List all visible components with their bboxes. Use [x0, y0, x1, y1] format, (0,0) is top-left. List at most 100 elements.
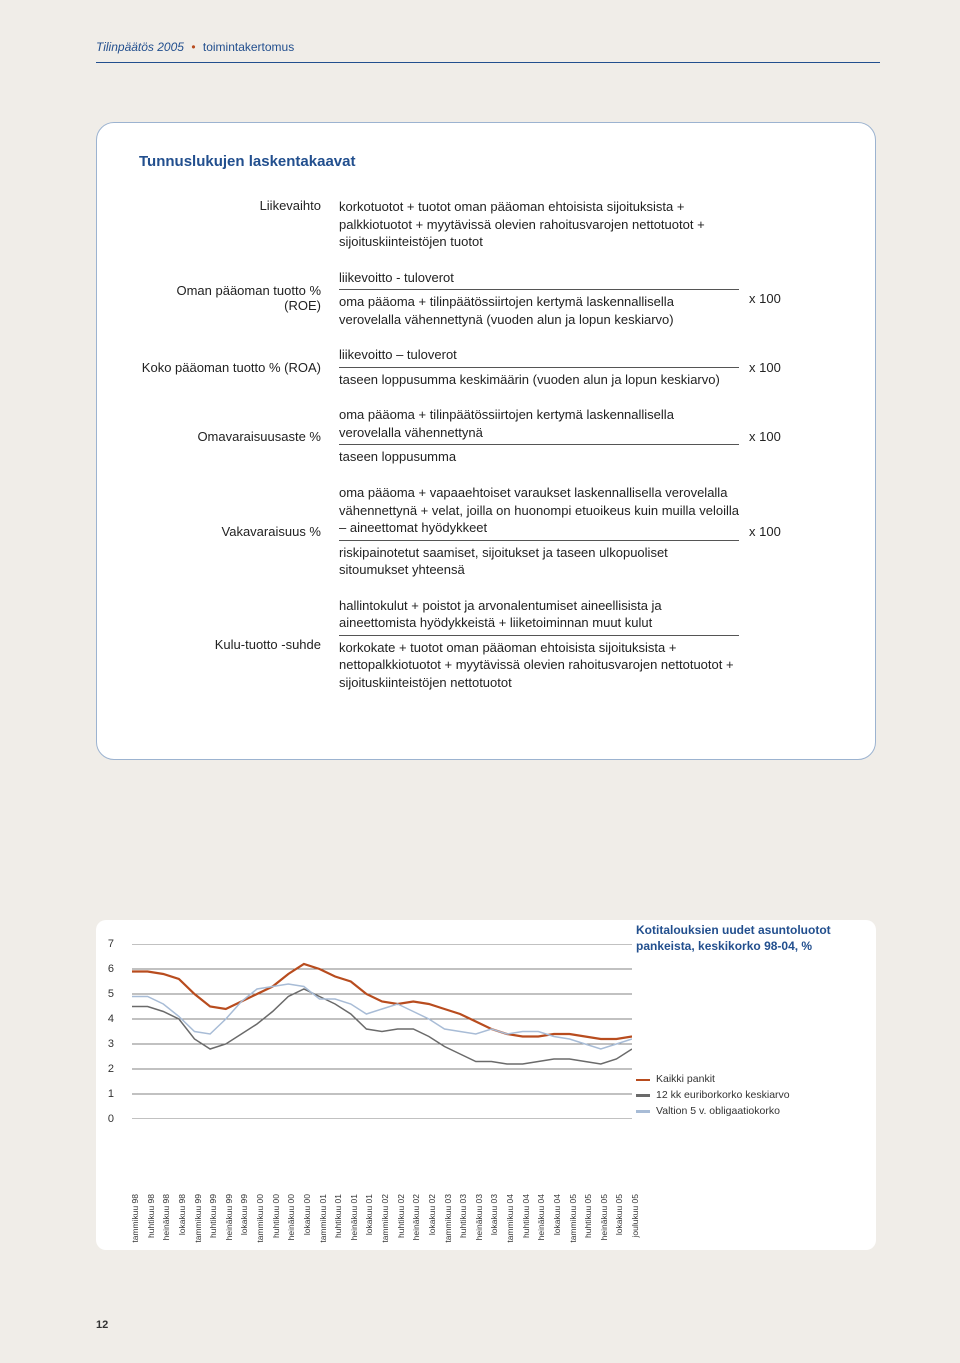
legend-item: 12 kk euriborkorko keskiarvo	[636, 1088, 851, 1104]
formula-multiplier: x 100	[739, 524, 799, 539]
chart-series-line	[132, 964, 632, 1039]
x-tick-label: heinäkuu 02	[411, 1194, 421, 1240]
x-tick-label: huhtikuu 05	[583, 1194, 593, 1238]
x-tick-label: huhtikuu 99	[208, 1194, 218, 1238]
chart-title-line2: pankeista, keskikorko 98-04, %	[636, 939, 812, 953]
x-tick-label: joulukuu 05	[630, 1194, 640, 1237]
formula-heading: Tunnuslukujen laskentakaavat	[139, 153, 833, 170]
x-tick-label: lokakuu 04	[552, 1194, 562, 1235]
legend-swatch	[636, 1079, 650, 1082]
formula-body: oma pääoma + vapaaehtoiset varaukset las…	[339, 484, 739, 579]
y-tick-label: 5	[108, 988, 114, 1000]
formula-multiplier: x 100	[739, 429, 799, 444]
formula-body: liikevoitto – tuloverottaseen loppusumma…	[339, 346, 739, 388]
y-tick-label: 6	[108, 963, 114, 975]
formula-label: Oman pääoman tuotto % (ROE)	[139, 283, 339, 313]
fraction-line	[339, 540, 739, 541]
formula-multiplier: x 100	[739, 360, 799, 375]
x-tick-label: heinäkuu 04	[536, 1194, 546, 1240]
fraction-line	[339, 289, 739, 290]
x-tick-label: heinäkuu 00	[286, 1194, 296, 1240]
formula-row: Kulu-tuotto -suhdehallintokulut + poisto…	[139, 597, 833, 692]
formula-body: oma pääoma + tilinpäätössiirtojen kertym…	[339, 406, 739, 466]
x-tick-label: huhtikuu 04	[521, 1194, 531, 1238]
y-tick-label: 4	[108, 1013, 114, 1025]
page-number: 12	[96, 1319, 108, 1331]
page-header: Tilinpäätös 2005 • toimintakertomus	[96, 40, 294, 54]
formula-numerator: liikevoitto - tuloverot	[339, 269, 739, 287]
formula-row: Oman pääoman tuotto % (ROE)liikevoitto -…	[139, 269, 833, 329]
chart-plot	[132, 944, 632, 1119]
x-tick-label: huhtikuu 98	[146, 1194, 156, 1238]
x-tick-label: heinäkuu 01	[349, 1194, 359, 1240]
chart-legend: Kaikki pankit12 kk euriborkorko keskiarv…	[636, 1072, 851, 1119]
fraction-line	[339, 367, 739, 368]
formula-numerator: oma pääoma + tilinpäätössiirtojen kertym…	[339, 406, 739, 441]
y-tick-label: 7	[108, 938, 114, 950]
formula-row: Vakavaraisuus %oma pääoma + vapaaehtoise…	[139, 484, 833, 579]
chart-panel: 7 6 5 4 3 2 1 0 tammikuu 98 huhtikuu 98 heinäkuu …	[96, 920, 876, 1250]
formula-label: Liikevaihto	[139, 198, 339, 213]
x-tick-label: heinäkuu 05	[599, 1194, 609, 1240]
formula-row: Omavaraisuusaste %oma pääoma + tilinpäät…	[139, 406, 833, 466]
chart-title: Kotitalouksien uudet asuntoluotot pankei…	[636, 922, 846, 954]
formula-denominator: oma pääoma + tilinpäätössiirtojen kertym…	[339, 293, 739, 328]
formula-denominator: korkokate + tuotot oman pääoman ehtoisis…	[339, 639, 739, 692]
legend-label: 12 kk euriborkorko keskiarvo	[656, 1088, 790, 1104]
x-tick-label: tammikuu 98	[130, 1194, 140, 1243]
fraction-line	[339, 444, 739, 445]
header-bullet: •	[191, 40, 195, 54]
formula-multiplier: x 100	[739, 291, 799, 306]
x-tick-label: huhtikuu 03	[458, 1194, 468, 1238]
x-tick-label: lokakuu 02	[427, 1194, 437, 1235]
formula-label: Vakavaraisuus %	[139, 524, 339, 539]
x-tick-label: heinäkuu 98	[161, 1194, 171, 1240]
x-tick-label: tammikuu 03	[443, 1194, 453, 1243]
legend-swatch	[636, 1110, 650, 1113]
x-tick-label: heinäkuu 03	[474, 1194, 484, 1240]
formula-panel: Tunnuslukujen laskentakaavat Liikevaihto…	[96, 122, 876, 760]
y-tick-label: 0	[108, 1113, 114, 1125]
x-tick-label: tammikuu 02	[380, 1194, 390, 1243]
x-tick-label: lokakuu 98	[177, 1194, 187, 1235]
x-tick-label: tammikuu 00	[255, 1194, 265, 1243]
chart-series-line	[132, 989, 632, 1064]
x-tick-label: tammikuu 99	[193, 1194, 203, 1243]
formula-body: korkotuotot + tuotot oman pääoman ehtois…	[339, 198, 739, 251]
header-rule	[96, 62, 880, 63]
x-tick-label: lokakuu 01	[364, 1194, 374, 1235]
formula-row: Koko pääoman tuotto % (ROA)liikevoitto –…	[139, 346, 833, 388]
formula-numerator: oma pääoma + vapaaehtoiset varaukset las…	[339, 484, 739, 537]
formula-denominator: taseen loppusumma	[339, 448, 739, 466]
x-tick-label: lokakuu 99	[239, 1194, 249, 1235]
chart-container: 76543210 tammikuu 98huhtikuu 98heinäkuu …	[126, 944, 636, 1159]
x-tick-label: heinäkuu 99	[224, 1194, 234, 1240]
x-tick-label: huhtikuu 01	[333, 1194, 343, 1238]
x-tick-label: tammikuu 01	[318, 1194, 328, 1243]
formula-label: Kulu-tuotto -suhde	[139, 637, 339, 652]
x-tick-label: lokakuu 05	[614, 1194, 624, 1235]
formula-label: Omavaraisuusaste %	[139, 429, 339, 444]
y-tick-label: 3	[108, 1038, 114, 1050]
y-tick-label: 2	[108, 1063, 114, 1075]
x-tick-label: huhtikuu 02	[396, 1194, 406, 1238]
y-tick-label: 1	[108, 1088, 114, 1100]
header-subtitle: toimintakertomus	[203, 40, 294, 54]
x-tick-label: lokakuu 00	[302, 1194, 312, 1235]
formula-numerator: hallintokulut + poistot ja arvonalentumi…	[339, 597, 739, 632]
formula-body: hallintokulut + poistot ja arvonalentumi…	[339, 597, 739, 692]
formula-body: liikevoitto - tuloverot oma pääoma + tili…	[339, 269, 739, 329]
formula-denominator: taseen loppusumma keskimäärin (vuoden al…	[339, 371, 739, 389]
formula-row: Liikevaihtokorkotuotot + tuotot oman pää…	[139, 198, 833, 251]
x-tick-label: lokakuu 03	[489, 1194, 499, 1235]
x-tick-label: tammikuu 04	[505, 1194, 515, 1243]
formula-denominator: riskipainotetut saamiset, sijoitukset ja…	[339, 544, 739, 579]
header-title: Tilinpäätös 2005	[96, 40, 184, 54]
chart-title-line1: Kotitalouksien uudet asuntoluotot	[636, 923, 831, 937]
legend-label: Valtion 5 v. obligaatiokorko	[656, 1104, 780, 1120]
x-tick-label: huhtikuu 00	[271, 1194, 281, 1238]
legend-item: Kaikki pankit	[636, 1072, 851, 1088]
formula-label: Koko pääoman tuotto % (ROA)	[139, 360, 339, 375]
legend-item: Valtion 5 v. obligaatiokorko	[636, 1104, 851, 1120]
legend-label: Kaikki pankit	[656, 1072, 715, 1088]
